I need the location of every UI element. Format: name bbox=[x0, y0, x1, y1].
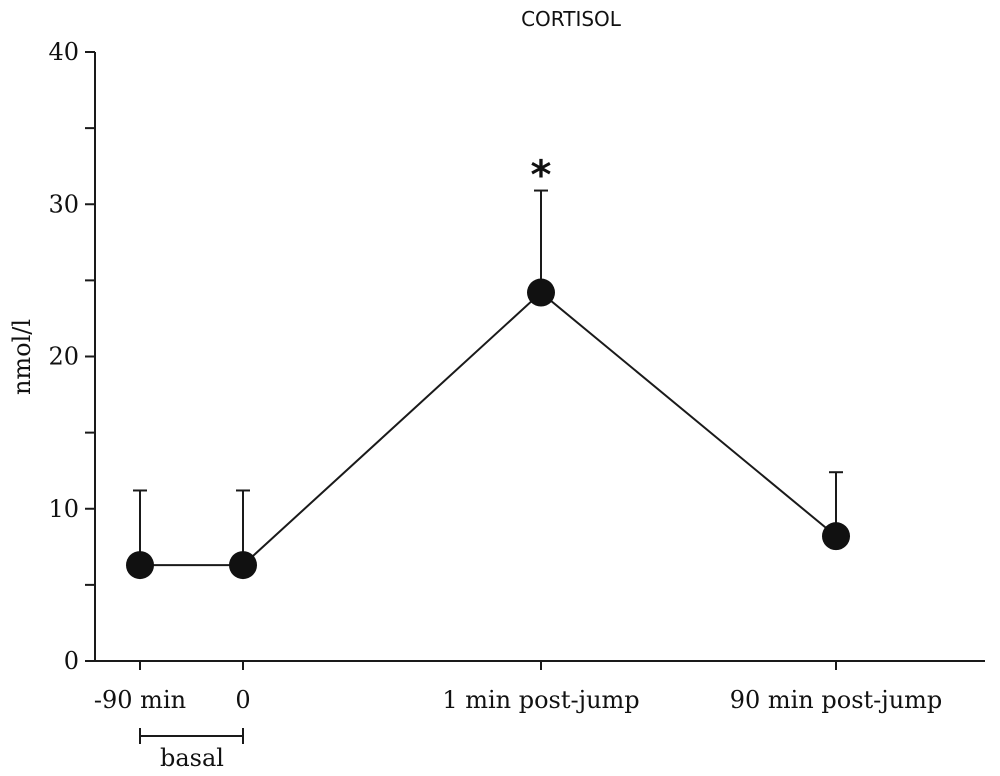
bracket-label: basal bbox=[160, 744, 224, 772]
y-tick-label: 0 bbox=[64, 647, 79, 675]
data-point bbox=[229, 551, 257, 580]
chart-title: CORTISOL bbox=[521, 7, 622, 31]
x-ticks: -90 min 0 1 min post-jump 90 min post-jump bbox=[94, 661, 942, 714]
x-tick-label: -90 min bbox=[94, 686, 186, 714]
annotations: * bbox=[531, 153, 552, 199]
data-points bbox=[126, 278, 850, 580]
x-tick-label: 90 min post-jump bbox=[730, 686, 943, 714]
axes bbox=[94, 52, 985, 662]
x-tick-label: 1 min post-jump bbox=[442, 686, 639, 714]
x-tick-label: 0 bbox=[235, 686, 250, 714]
y-ticks: 0 10 20 30 40 bbox=[48, 38, 95, 675]
data-point bbox=[527, 278, 555, 307]
error-bars bbox=[133, 189, 843, 566]
significance-annotation: * bbox=[531, 153, 552, 199]
data-point bbox=[822, 522, 850, 551]
y-tick-label: 40 bbox=[48, 38, 79, 66]
y-tick-label: 10 bbox=[48, 495, 79, 523]
y-tick-label: 30 bbox=[48, 190, 79, 218]
basal-bracket: basal bbox=[139, 728, 244, 772]
series-line bbox=[140, 291, 837, 567]
series-lines bbox=[140, 291, 837, 567]
data-point bbox=[126, 551, 154, 580]
y-tick-label: 20 bbox=[48, 343, 79, 371]
y-axis-label: nmol/l bbox=[8, 319, 36, 395]
